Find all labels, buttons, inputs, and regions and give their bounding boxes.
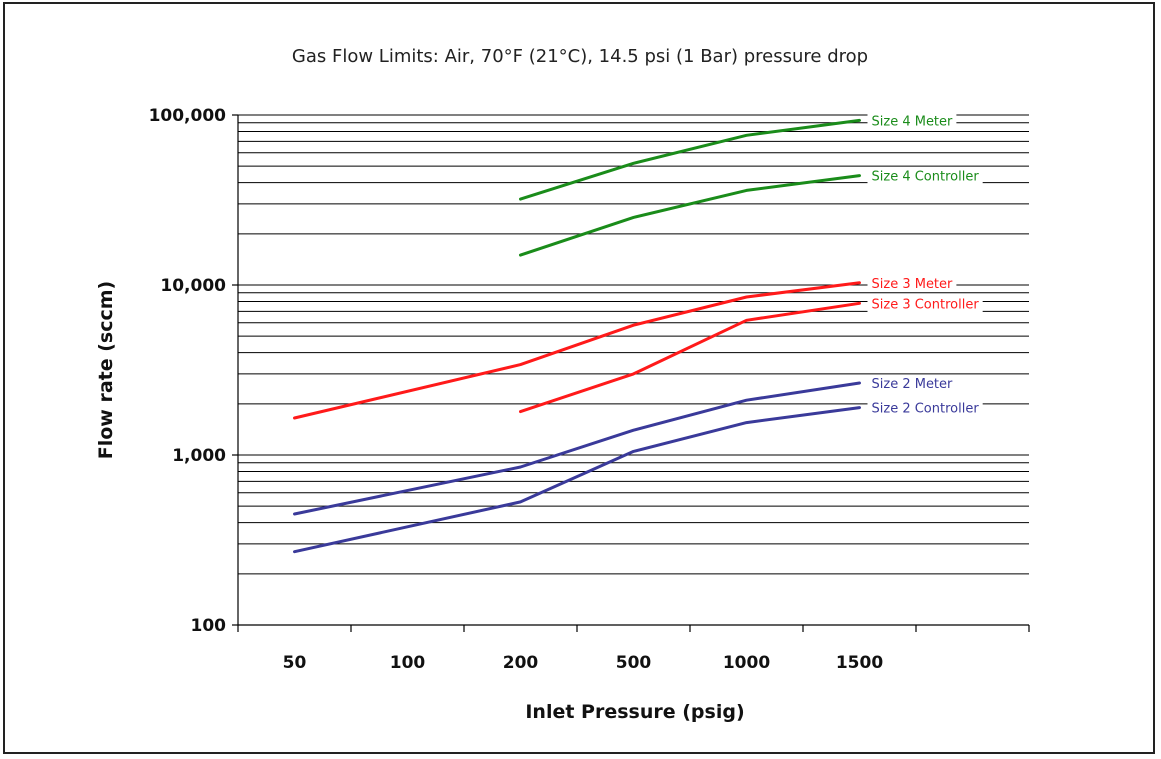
chart-title: Gas Flow Limits: Air, 70°F (21°C), 14.5 … bbox=[292, 46, 868, 67]
series-line bbox=[293, 281, 861, 420]
x-axis-label: Inlet Pressure (psig) bbox=[525, 701, 744, 723]
x-tick-label: 50 bbox=[283, 653, 307, 673]
gridlines bbox=[238, 114, 1029, 575]
series-line bbox=[519, 118, 861, 201]
chart-frame bbox=[3, 2, 1155, 754]
series-label-bg bbox=[867, 112, 957, 130]
series-label: Size 3 Controller bbox=[872, 297, 980, 312]
series-line bbox=[519, 301, 861, 414]
y-axis-label: Flow rate (sccm) bbox=[95, 281, 117, 460]
x-tick-label: 500 bbox=[616, 653, 652, 673]
series-labels: Size 4 Meter Size 4 Controller Size 3 Mete… bbox=[867, 112, 983, 417]
series-line bbox=[293, 381, 861, 516]
y-tick-label: 100 bbox=[191, 616, 227, 636]
x-tick-label: 200 bbox=[503, 653, 539, 673]
series-line bbox=[293, 406, 861, 554]
series-label: Size 4 Controller bbox=[872, 170, 980, 185]
series-label-bg bbox=[867, 167, 983, 185]
x-tick-label: 1000 bbox=[723, 653, 770, 673]
series-label-bg bbox=[867, 399, 983, 417]
series-label-bg bbox=[867, 274, 957, 292]
y-tick-label: 10,000 bbox=[160, 276, 226, 296]
series-label: Size 4 Meter bbox=[872, 114, 954, 129]
series-lines bbox=[293, 118, 861, 554]
series-label: Size 3 Meter bbox=[872, 277, 954, 292]
x-tick-label: 100 bbox=[390, 653, 426, 673]
series-label: Size 2 Controller bbox=[872, 402, 980, 417]
x-tick-label: 1500 bbox=[836, 653, 883, 673]
series-label-bg bbox=[867, 375, 957, 393]
y-tick-label: 1,000 bbox=[172, 446, 226, 466]
axes: 100 1,000 10,000 100,000 50 100 200 500 1000 1500 bbox=[149, 106, 1030, 673]
series-line bbox=[519, 174, 861, 257]
series-label-bg bbox=[867, 295, 983, 313]
y-tick-label: 100,000 bbox=[149, 106, 227, 126]
series-label: Size 2 Meter bbox=[872, 377, 954, 392]
